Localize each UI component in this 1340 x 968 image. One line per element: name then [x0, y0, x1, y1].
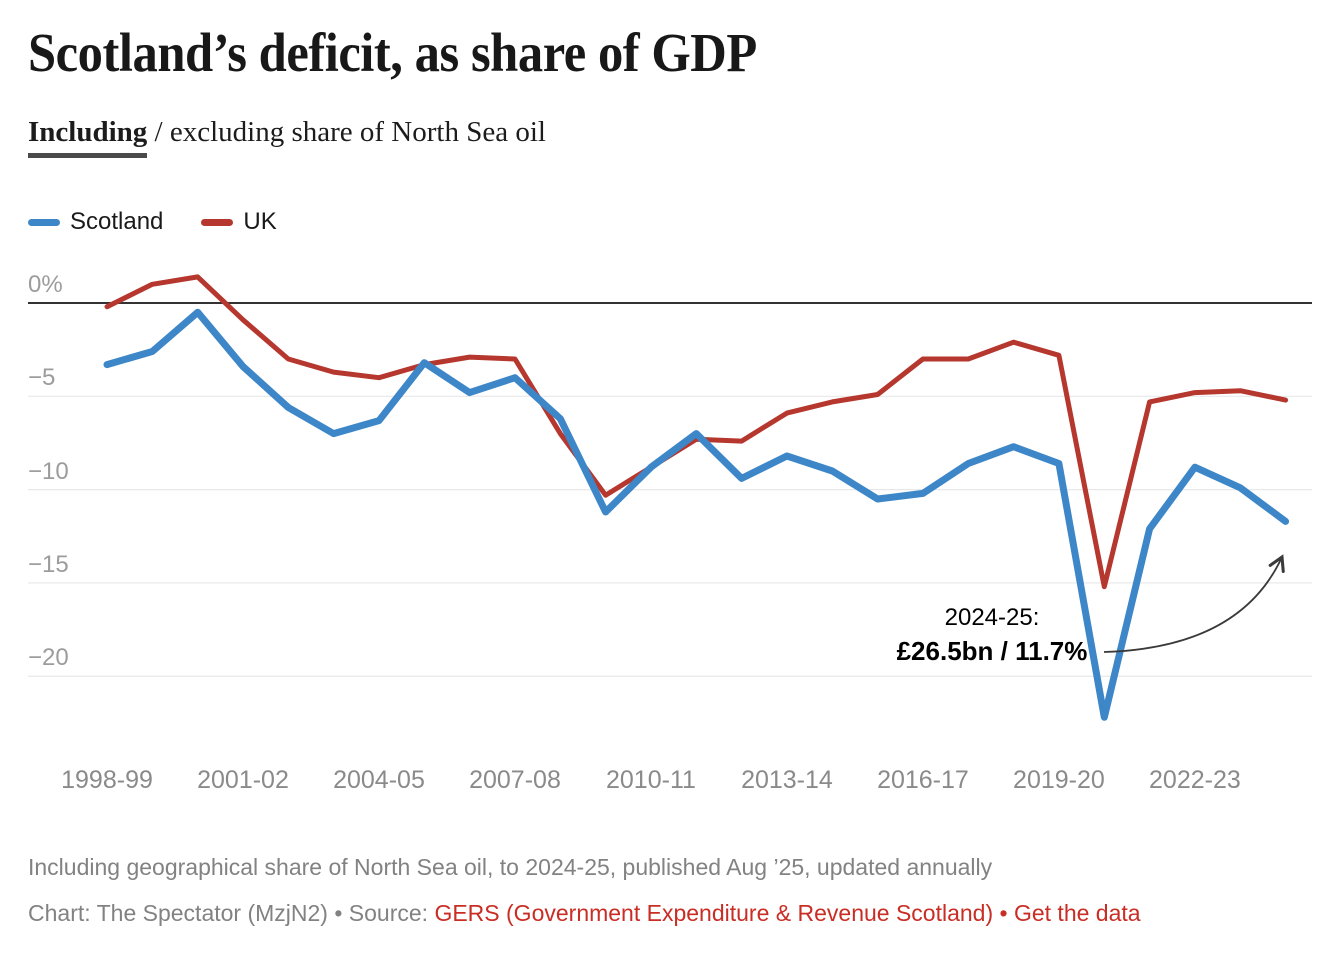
y-tick-label: 0% [28, 271, 63, 298]
legend-swatch-scotland [28, 218, 60, 226]
credit-line: Chart: The Spectator (MzjN2) • Source: G… [28, 899, 1141, 927]
x-tick-label: 2013-14 [741, 766, 833, 794]
legend-item-scotland: Scotland [28, 208, 163, 236]
series-line-uk [104, 274, 1289, 590]
y-tick-label: −5 [28, 364, 56, 392]
legend: Scotland UK [28, 208, 277, 236]
x-tick-label: 2007-08 [469, 766, 561, 794]
x-tick-label: 2001-02 [197, 766, 289, 794]
credit-prefix: Chart: The Spectator (MzjN2) • Source: [28, 900, 435, 926]
chart-title: Scotland’s deficit, as share of GDP [28, 22, 757, 83]
y-tick-label: −15 [28, 550, 69, 578]
toggle-option-including[interactable]: Including [28, 116, 148, 158]
annotation-arrow [1103, 554, 1285, 653]
x-tick-label: 1998-99 [61, 766, 153, 794]
get-the-data-link[interactable]: Get the data [1013, 900, 1141, 926]
legend-item-uk: UK [201, 208, 277, 236]
annotation-year: 2024-25: [944, 604, 1040, 631]
toggle-option-excluding[interactable]: excluding share of North Sea oil [169, 116, 546, 148]
series-line-scotland [103, 308, 1290, 721]
series-lines [103, 274, 1290, 721]
x-tick-label: 2016-17 [877, 766, 969, 794]
credit-separator: • [993, 900, 1014, 926]
annotation-2024-25: 2024-25: £26.5bn / 11.7% [897, 602, 1088, 668]
x-tick-label: 2019-20 [1013, 766, 1105, 794]
oil-share-toggle: Including / excluding share of North Sea… [28, 112, 546, 158]
legend-label: UK [243, 208, 277, 235]
gridlines [28, 302, 1312, 677]
y-tick-label: −10 [28, 457, 69, 485]
legend-swatch-uk [201, 218, 234, 226]
source-link[interactable]: GERS (Government Expenditure & Revenue S… [434, 900, 994, 926]
x-tick-label: 2010-11 [606, 766, 696, 794]
y-tick-label: −20 [28, 644, 69, 672]
footnote: Including geographical share of North Se… [28, 854, 993, 880]
toggle-separator: / [147, 116, 170, 148]
x-tick-label: 2022-23 [1149, 766, 1241, 794]
legend-label: Scotland [70, 208, 164, 235]
x-tick-label: 2004-05 [333, 766, 425, 794]
annotation-value: £26.5bn / 11.7% [896, 636, 1088, 666]
